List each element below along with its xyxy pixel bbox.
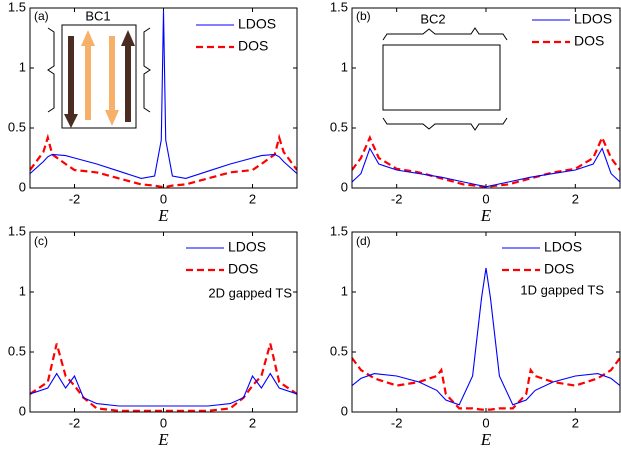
legend-label: DOS	[544, 261, 574, 277]
legend-label: DOS	[228, 261, 258, 277]
axes-frame	[351, 7, 621, 189]
y-tick-label: 1	[19, 59, 26, 74]
y-tick-label: 1.5	[330, 223, 348, 238]
x-axis-label: E	[480, 430, 492, 449]
arrowhead	[121, 30, 135, 46]
annotation: (a)	[34, 9, 49, 23]
x-tick-label: 0	[160, 191, 167, 206]
legend-label: DOS	[574, 33, 604, 49]
legend-label: LDOS	[574, 11, 612, 27]
x-tick-label: 0	[482, 191, 489, 206]
y-tick-label: 1	[341, 59, 348, 74]
y-tick-label: 0.5	[8, 119, 26, 134]
axes-frame	[29, 231, 298, 413]
annotation: (c)	[34, 234, 48, 248]
x-tick-label: 0	[160, 415, 167, 430]
series-line	[30, 133, 297, 188]
y-tick-label: 0	[19, 403, 26, 418]
inset-bc2	[382, 27, 508, 131]
annotation: (b)	[356, 9, 371, 23]
brace	[47, 27, 55, 113]
y-tick-label: 1.5	[8, 0, 26, 14]
brace	[143, 27, 151, 113]
y-tick-label: 0	[341, 403, 348, 418]
y-tick-label: 0	[19, 179, 26, 194]
brace	[382, 117, 508, 131]
series-line	[352, 147, 620, 188]
arrowhead	[105, 110, 119, 126]
annotation: BC2	[420, 11, 445, 26]
y-tick-label: 1.5	[8, 223, 26, 238]
series-line	[30, 10, 297, 179]
y-tick-label: 1	[19, 283, 26, 298]
x-tick-label: -2	[69, 415, 81, 430]
axes-frame	[351, 231, 621, 413]
x-tick-label: 2	[249, 191, 256, 206]
y-tick-label: 0.5	[330, 119, 348, 134]
x-tick-label: -2	[391, 415, 403, 430]
annotation: (d)	[356, 234, 371, 248]
x-tick-label: 0	[482, 415, 489, 430]
annotation: 1D gapped TS	[520, 282, 604, 297]
legend-label: DOS	[238, 38, 268, 54]
arrowhead	[64, 114, 78, 128]
brace	[382, 27, 508, 41]
x-tick-label: 2	[249, 415, 256, 430]
axes-frame	[29, 7, 298, 189]
x-axis-label: E	[480, 206, 492, 225]
x-tick-label: -2	[69, 191, 81, 206]
x-axis-label: E	[157, 206, 169, 225]
series-line	[30, 372, 297, 407]
series-line	[352, 357, 620, 411]
y-tick-label: 1.5	[330, 0, 348, 14]
y-tick-label: 1	[341, 283, 348, 298]
x-axis-label: E	[157, 430, 169, 449]
series-line	[30, 343, 297, 412]
annotation: 2D gapped TS	[208, 285, 292, 300]
x-tick-label: -2	[391, 191, 403, 206]
y-tick-label: 0.5	[8, 343, 26, 358]
x-tick-label: 2	[572, 191, 579, 206]
inset-box	[382, 44, 501, 111]
series-line	[352, 134, 620, 188]
series-line	[352, 267, 620, 406]
inset-bc1	[47, 24, 151, 129]
annotation: BC1	[85, 8, 110, 23]
legend-label: LDOS	[228, 239, 266, 255]
x-tick-label: 2	[572, 415, 579, 430]
legend-label: LDOS	[238, 16, 276, 32]
y-tick-label: 0	[341, 179, 348, 194]
y-tick-label: 0.5	[330, 343, 348, 358]
arrowhead	[81, 30, 95, 46]
legend-label: LDOS	[544, 239, 582, 255]
